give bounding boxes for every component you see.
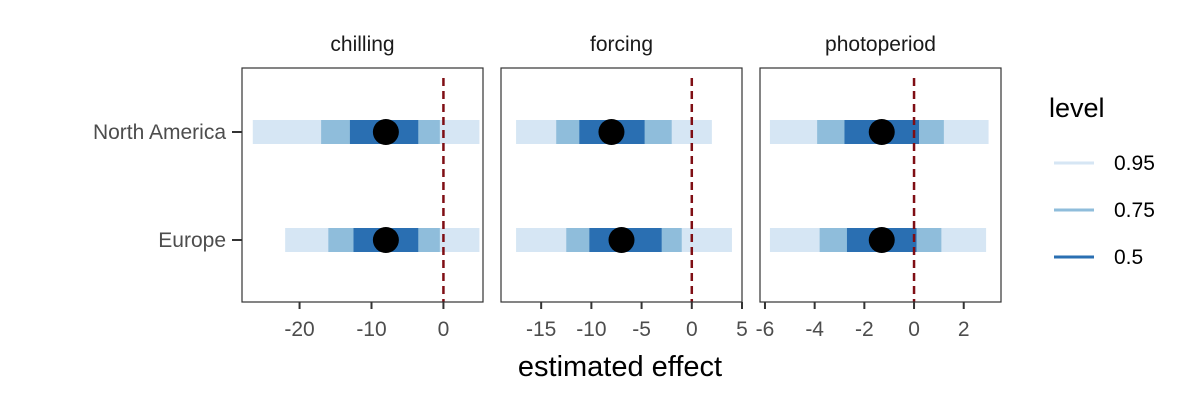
panel-border [241, 67, 484, 303]
panel-border [759, 67, 1002, 303]
x-tick-label: -6 [756, 318, 775, 341]
facet-title: photoperiod [825, 33, 936, 56]
point-estimate-north-america [372, 119, 399, 145]
x-tick-label: -15 [526, 318, 556, 341]
point-estimate-europe [608, 227, 635, 253]
legend-label: 0.75 [1114, 199, 1155, 222]
x-tick-label: -10 [356, 318, 386, 341]
point-estimate-europe [372, 227, 399, 253]
y-tick-label: Europe [158, 229, 226, 252]
x-tick-label: -2 [855, 318, 874, 341]
point-estimate-north-america [868, 119, 895, 145]
facet-title: chilling [330, 33, 394, 56]
x-tick-label: 2 [958, 318, 970, 341]
legend-label: 0.5 [1114, 246, 1143, 269]
x-tick-label: 5 [736, 318, 748, 341]
x-tick-label: 0 [908, 318, 920, 341]
facet-photoperiod: photoperiod -6 -4 -2 0 2 [756, 33, 1002, 341]
y-tick-label: North America [93, 121, 226, 144]
panel-border [500, 67, 743, 303]
legend-label: 0.95 [1114, 152, 1155, 175]
x-tick-label: 0 [438, 318, 450, 341]
x-tick-label: -4 [805, 318, 824, 341]
facet-forcing: forcing -15 -10 -5 0 5 [500, 33, 748, 341]
x-axis-title: estimated effect [518, 351, 722, 383]
x-tick-label: 0 [686, 318, 698, 341]
x-tick-label: -5 [632, 318, 651, 341]
x-tick-label: -10 [576, 318, 606, 341]
point-estimate-europe [868, 227, 895, 253]
legend-title: level [1049, 93, 1105, 123]
x-tick-label: -20 [284, 318, 314, 341]
facet-chilling: chilling -20 -10 0 [241, 33, 484, 341]
legend: level 0.95 0.75 0.5 [1049, 93, 1155, 269]
point-estimate-north-america [598, 119, 625, 145]
facet-title: forcing [590, 33, 653, 56]
